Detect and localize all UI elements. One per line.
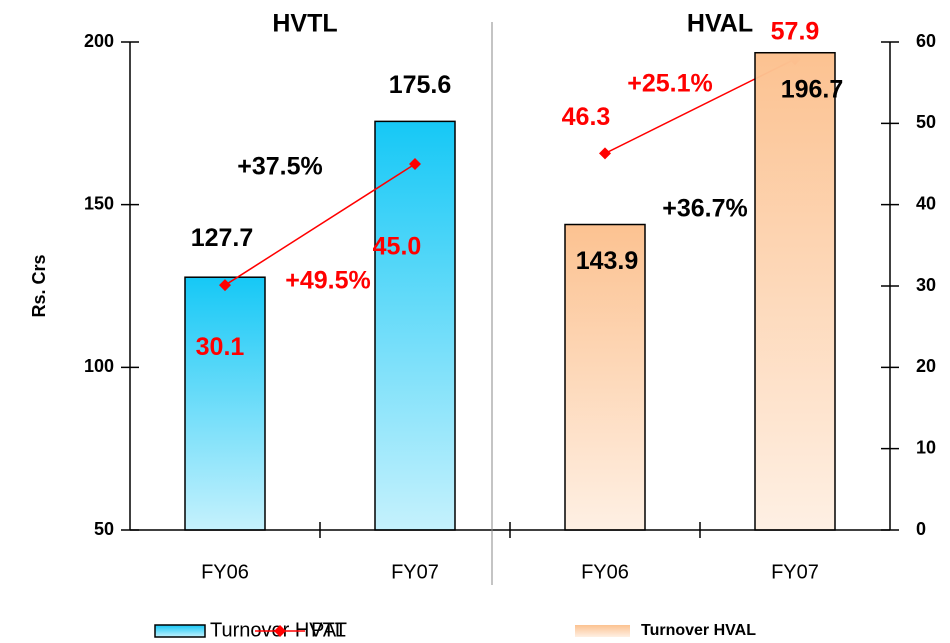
y-tick-label: 50 xyxy=(94,519,114,539)
x-tick-label: FY07 xyxy=(391,561,439,583)
bar-label: 127.7 xyxy=(191,224,254,252)
y2-tick-label: 40 xyxy=(916,193,936,213)
bar xyxy=(374,120,456,531)
y-axis-label: Rs. Crs xyxy=(29,254,49,317)
pat-label: 46.3 xyxy=(562,103,611,131)
pat-line xyxy=(224,163,416,286)
y-tick-label: 200 xyxy=(84,31,114,51)
y2-tick-label: 20 xyxy=(916,356,936,376)
y2-tick-label: 60 xyxy=(916,31,936,51)
y2-tick-label: 10 xyxy=(916,437,936,457)
group-title: HVTL xyxy=(272,10,337,38)
annotation: +37.5% xyxy=(237,153,323,181)
bar-label: 143.9 xyxy=(576,247,639,275)
annotation: +49.5% xyxy=(285,267,371,295)
y2-tick-label: 30 xyxy=(916,275,936,295)
y2-tick-label: 50 xyxy=(916,112,936,132)
bar xyxy=(184,276,266,531)
annotation: +36.7% xyxy=(662,195,748,223)
pat-label: 57.9 xyxy=(771,18,820,46)
legend-marker xyxy=(274,625,286,637)
y-tick-label: 150 xyxy=(84,193,114,213)
y-tick-label: 100 xyxy=(84,356,114,376)
pat-marker xyxy=(219,279,231,292)
legend-label: PAT xyxy=(311,619,347,641)
group-title: HVAL xyxy=(687,10,753,38)
bar xyxy=(564,223,646,531)
x-tick-label: FY06 xyxy=(581,561,629,583)
legend-swatch xyxy=(154,624,206,638)
bar-label: 175.6 xyxy=(389,71,452,99)
y2-tick-label: 0 xyxy=(916,519,926,539)
legend-swatch xyxy=(575,625,630,637)
x-tick-label: FY06 xyxy=(201,561,249,583)
pat-label: 45.0 xyxy=(373,233,422,261)
pat-marker xyxy=(409,158,421,170)
pat-label: 30.1 xyxy=(196,333,245,361)
legend-label: Turnover HVAL xyxy=(641,622,756,639)
bar-label: 196.7 xyxy=(781,75,844,103)
x-tick-label: FY07 xyxy=(771,561,819,583)
bar xyxy=(754,51,836,531)
annotation: +25.1% xyxy=(627,70,713,98)
pat-marker xyxy=(599,147,611,160)
